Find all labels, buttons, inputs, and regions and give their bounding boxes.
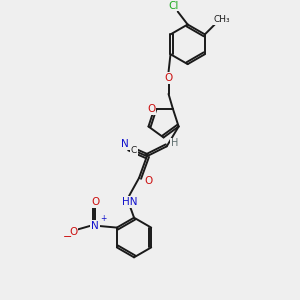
- Text: O: O: [91, 197, 99, 207]
- Text: O: O: [145, 176, 153, 186]
- Text: O: O: [164, 73, 172, 83]
- Text: O: O: [147, 104, 155, 114]
- Text: O: O: [69, 226, 77, 237]
- Text: −: −: [63, 232, 72, 242]
- Text: +: +: [100, 214, 106, 223]
- Text: CH₃: CH₃: [213, 15, 230, 24]
- Text: N: N: [91, 220, 99, 231]
- Text: C: C: [131, 146, 137, 155]
- Text: N: N: [121, 140, 129, 149]
- Text: Cl: Cl: [169, 1, 179, 11]
- Text: HN: HN: [122, 197, 138, 207]
- Text: H: H: [171, 138, 178, 148]
